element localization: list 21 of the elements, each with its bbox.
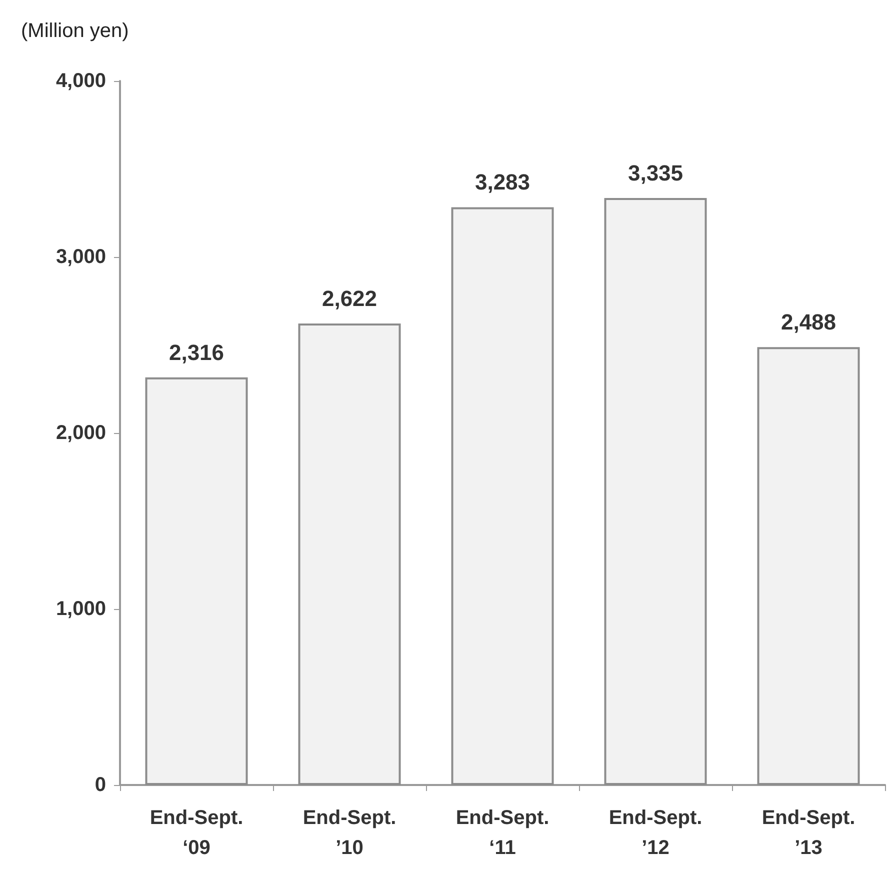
y-tick-label: 4,000	[56, 70, 106, 92]
x-tick-label: End-Sept. ‘09	[150, 807, 244, 859]
data-label: 3,335	[628, 160, 684, 186]
bar	[451, 207, 554, 785]
y-tick-label: 2,000	[56, 422, 106, 444]
y-axis-title: (Million yen)	[21, 20, 129, 42]
x-tick-label: End-Sept. ’13	[762, 807, 856, 859]
data-label: 2,488	[780, 310, 836, 335]
y-tick-label: 0	[94, 774, 106, 796]
x-tick-label: End-Sept. ’12	[608, 807, 702, 859]
data-label: 3,283	[474, 170, 530, 195]
data-label: 2,316	[168, 340, 224, 365]
data-label: 2,622	[322, 286, 378, 312]
bar	[604, 198, 707, 785]
bar	[298, 324, 401, 785]
y-tick-label: 1,000	[56, 598, 106, 620]
x-tick-label: End-Sept. ‘11	[456, 807, 550, 859]
x-tick-label: End-Sept. ’10	[302, 807, 396, 859]
bar	[145, 377, 248, 785]
bar	[757, 347, 860, 785]
y-tick-label: 3,000	[56, 246, 106, 268]
